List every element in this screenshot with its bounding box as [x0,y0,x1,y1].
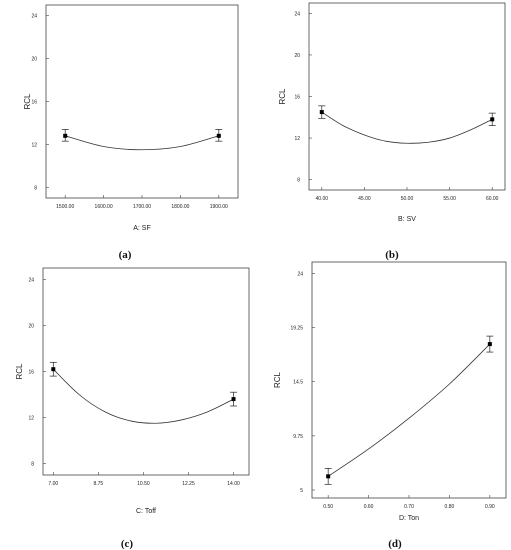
y-axis-label: RCL [273,371,282,388]
prediction-curve [327,343,491,477]
y-tick-label: 20 [28,324,34,330]
x-tick-label: 1900.00 [210,204,228,210]
x-tick-label: 10.50 [137,481,150,487]
chart-panel-1: 8 12 16 20 24 1500.00 1600.00 1700.00 1800.00 190… [23,4,239,261]
plot-frame [42,267,250,476]
y-tick-label: 20 [31,57,37,63]
x-axis-label: D: Ton [399,515,419,522]
y-tick-label: 14.5 [293,380,303,386]
y-tick-label: 20 [294,53,300,59]
design-point [63,133,68,138]
y-axis-label: RCL [278,88,287,105]
y-tick-label: 19.25 [290,326,303,332]
design-point [490,117,495,122]
plot-frame [308,2,506,191]
y-tick-label: 16 [28,370,34,376]
design-point [231,397,236,402]
panel-label: (d) [388,538,402,550]
panel-label: (c) [121,538,134,550]
x-tick-label: 1600.00 [95,204,113,210]
x-tick-label: 0.80 [445,504,455,510]
y-tick-label: 24 [297,271,303,277]
design-point [51,367,56,372]
x-tick-label: 60.00 [486,196,499,202]
plot-frame [45,4,239,199]
y-tick-label: 12 [31,142,37,148]
prediction-curve [321,111,493,144]
y-axis-label: RCL [15,363,24,380]
chart-panel-2: 8 12 16 20 24 40.00 45.00 50.00 55.00 60.00 B: SV R… [278,2,506,261]
prediction-curve [53,368,234,424]
y-tick-label: 24 [31,14,37,20]
chart-panel-3: 8 12 16 20 24 7.00 8.75 10.50 12.25 14.00 C: Toff R… [15,267,250,550]
x-tick-label: 8.75 [93,481,103,487]
x-tick-label: 1800.00 [171,204,189,210]
y-tick-label: 8 [31,462,34,468]
y-tick-label: 24 [294,11,300,17]
design-point [487,342,492,347]
x-tick-label: 12.25 [182,481,195,487]
x-tick-label: 50.00 [401,196,414,202]
design-point [319,110,324,115]
x-tick-label: 45.00 [358,196,371,202]
panel-label: (a) [119,249,132,261]
y-tick-label: 9.75 [293,434,303,440]
plot-frame [311,261,507,499]
x-axis-label: B: SV [398,216,416,223]
y-tick-label: 8 [34,185,37,191]
y-tick-label: 12 [294,136,300,142]
x-tick-label: 0.60 [364,504,374,510]
x-tick-label: 1700.00 [133,204,151,210]
x-tick-label: 40.00 [316,196,329,202]
y-tick-label: 5 [300,488,303,494]
x-tick-label: 0.90 [485,504,495,510]
x-tick-label: 55.00 [443,196,456,202]
y-tick-label: 12 [28,416,34,422]
x-axis-label: C: Toff [136,508,156,515]
y-tick-label: 16 [294,95,300,101]
y-tick-label: 8 [297,178,300,184]
x-tick-label: 14.00 [227,481,240,487]
y-tick-label: 24 [28,278,34,284]
y-axis-label: RCL [23,93,32,110]
y-tick-label: 16 [31,100,37,106]
x-tick-label: 0.70 [404,504,414,510]
x-axis-label: A: SF [133,225,151,232]
prediction-curve [65,135,219,151]
x-tick-label: 7.00 [48,481,58,487]
chart-panel-4: 5 9.75 14.5 19.25 24 0.50 0.60 0.70 0.80 0.90 D: T… [273,261,507,550]
design-point [216,133,221,138]
design-point [326,474,331,479]
x-tick-label: 0.50 [323,504,333,510]
panel-label: (b) [385,249,399,261]
x-tick-label: 1500.00 [56,204,74,210]
